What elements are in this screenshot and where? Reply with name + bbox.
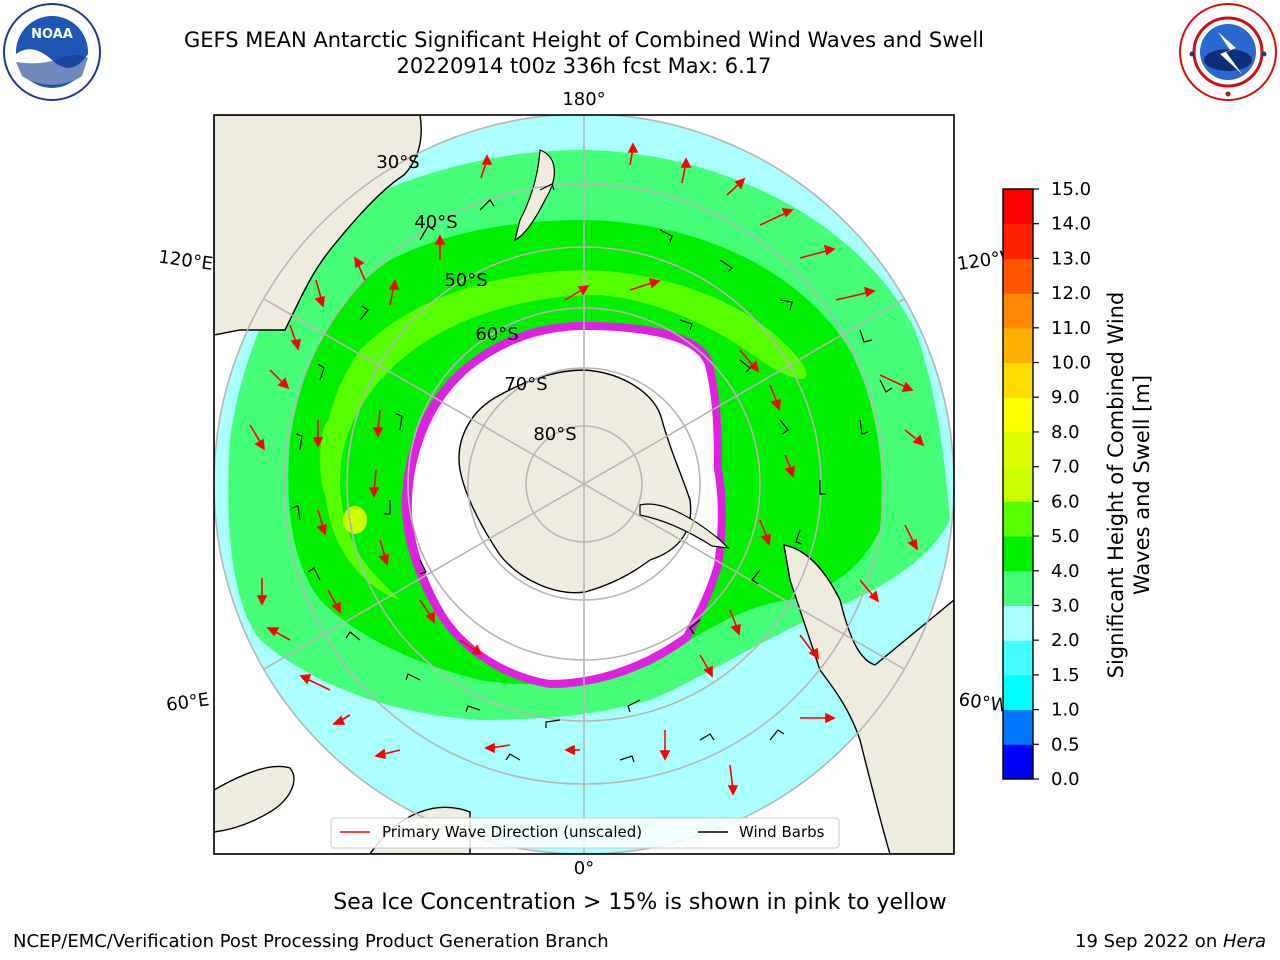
lat-label-30s: 30°S (376, 152, 419, 173)
colorbar-band (1003, 674, 1033, 711)
map-plot-area (214, 115, 954, 854)
colorbar-band (1003, 536, 1033, 572)
colorbar-tick-label: 10.0 (1051, 353, 1091, 374)
colorbar-tick-label: 8.0 (1051, 422, 1080, 443)
lon-label-60e: 60°E (165, 689, 211, 716)
lon-label-0: 0° (574, 858, 594, 879)
footer-date: 19 Sep 2022 on Hera (1075, 931, 1266, 952)
colorbar-frame (1002, 188, 1034, 780)
colorbar-tick-label: 6.0 (1051, 491, 1080, 512)
colorbar-band (1003, 293, 1033, 329)
colorbar-tick-label: 14.0 (1051, 214, 1091, 235)
colorbar-tick-label: 15.0 (1051, 179, 1091, 200)
colorbar-tick-label: 13.0 (1051, 248, 1091, 269)
colorbar-band (1003, 466, 1033, 502)
footer-credit: NCEP/EMC/Verification Post Processing Pr… (13, 931, 609, 952)
colorbar-tick-label: 3.0 (1051, 595, 1080, 616)
wind-barbs (291, 183, 893, 763)
colorbar-tick-label: 0.5 (1051, 734, 1080, 755)
map-frame (213, 114, 955, 855)
colorbar-band (1003, 397, 1033, 433)
colorbar-band (1003, 327, 1033, 364)
colorbar-tick-label: 5.0 (1051, 526, 1080, 547)
colorbar-band (1003, 501, 1033, 537)
lon-label-180: 180° (562, 89, 605, 110)
colorbar-band (1003, 744, 1033, 780)
wave-band-5m-patch (343, 506, 367, 534)
colorbar-band (1003, 362, 1033, 398)
chart-title: GEFS MEAN Antarctic Significant Height o… (183, 28, 985, 52)
australia-landmass (214, 765, 295, 833)
lat-label-40s: 40°S (414, 212, 457, 233)
antarctic-peninsula (639, 503, 730, 549)
colorbar-band (1003, 605, 1033, 641)
colorbar-tick-label: 11.0 (1051, 318, 1091, 339)
colorbar-tick-label: 12.0 (1051, 283, 1091, 304)
colorbar-tick-label: 2.0 (1051, 630, 1080, 651)
footer-machine: Hera (1222, 931, 1266, 952)
colorbar-band (1003, 431, 1033, 468)
africa-landmass (214, 115, 422, 336)
lon-label-60w: 60°W (957, 689, 1009, 717)
new-zealand-landmass (514, 149, 555, 242)
legend-wave-label: Primary Wave Direction (unscaled) (382, 823, 642, 841)
colorbar-tick-label: 1.0 (1051, 700, 1080, 721)
chart-subtitle: 20220914 t00z 336h fcst Max: 6.17 (396, 54, 772, 78)
colorbar-band (1003, 189, 1033, 225)
sea-ice-caption: Sea Ice Concentration > 15% is shown in … (333, 890, 947, 915)
lat-label-70s: 70°S (504, 374, 547, 395)
wave-band-5m-patch (320, 420, 340, 500)
map-legend: Primary Wave Direction (unscaled) Wind B… (330, 817, 840, 849)
colorbar-tick-label: 1.5 (1051, 665, 1080, 686)
colorbar-band (1003, 223, 1033, 259)
colorbar-tick-label: 0.0 (1051, 769, 1080, 790)
lat-label-60s: 60°S (475, 324, 518, 345)
lon-label-120e: 120°E (157, 247, 214, 275)
antarctica (458, 369, 692, 594)
colorbar-band (1003, 258, 1033, 294)
lat-label-50s: 50°S (444, 270, 487, 291)
colorbar-band (1003, 709, 1033, 745)
colorbar-band (1003, 570, 1033, 606)
wave-direction-arrows (249, 142, 925, 796)
colorbar-tick-label: 7.0 (1051, 457, 1080, 478)
colorbar-tick-label: 9.0 (1051, 387, 1080, 408)
lat-label-80s: 80°S (533, 424, 576, 445)
south-america-landmass (783, 544, 954, 854)
colorbar-tick-label: 4.0 (1051, 561, 1080, 582)
wave-height-field (214, 115, 954, 854)
graticule (214, 115, 954, 854)
nws-logo (1179, 3, 1277, 101)
svg-text:NOAA: NOAA (31, 27, 73, 42)
footer-date-text: 19 Sep 2022 on (1075, 931, 1223, 952)
colorbar: 0.0 0.5 1.0 1.5 2.0 3.0 4.0 5.0 6.0 7.0 8.0 9.0 10.0… (1002, 179, 1091, 790)
colorbar-band (1003, 640, 1033, 676)
noaa-logo: NOAA (3, 3, 101, 101)
legend-barb-label: Wind Barbs (739, 823, 825, 841)
colorbar-label: Significant Height of Combined Wind Wave… (1104, 291, 1154, 679)
